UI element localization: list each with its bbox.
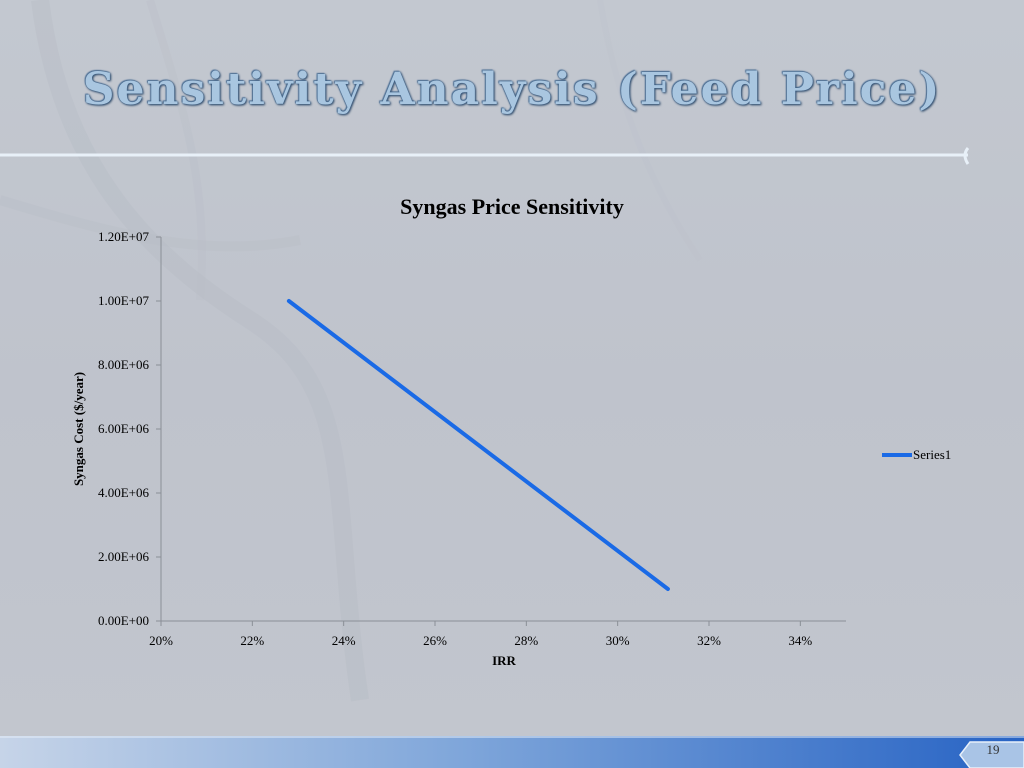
- x-tick-label: 30%: [606, 633, 630, 648]
- slide-title: Sensitivity Analysis (Feed Price): [82, 64, 942, 115]
- title-divider: [0, 147, 970, 165]
- x-tick-label: 32%: [697, 633, 721, 648]
- y-tick-label: 8.00E+06: [98, 357, 150, 372]
- chart-title: Syngas Price Sensitivity: [400, 194, 624, 219]
- y-tick-label: 0.00E+00: [98, 613, 149, 628]
- x-tick-label: 26%: [423, 633, 447, 648]
- x-tick-label: 24%: [332, 633, 356, 648]
- series-line-1: [286, 299, 670, 591]
- x-tick-label: 28%: [514, 633, 538, 648]
- footer-bar: [0, 736, 1024, 768]
- y-tick-label: 1.00E+07: [98, 293, 150, 308]
- legend-label: Series1: [913, 447, 951, 462]
- x-tick-label: 22%: [240, 633, 264, 648]
- x-tick-label: 20%: [149, 633, 173, 648]
- y-tick-label: 4.00E+06: [98, 485, 150, 500]
- x-axis-title: IRR: [492, 653, 516, 668]
- y-tick-label: 2.00E+06: [98, 549, 150, 564]
- page-number: 19: [986, 742, 1000, 757]
- y-axis-title: Syngas Cost ($/year): [71, 372, 86, 486]
- y-tick-label: 6.00E+06: [98, 421, 150, 436]
- y-tick-label: 1.20E+07: [98, 229, 150, 244]
- x-tick-label: 34%: [788, 633, 812, 648]
